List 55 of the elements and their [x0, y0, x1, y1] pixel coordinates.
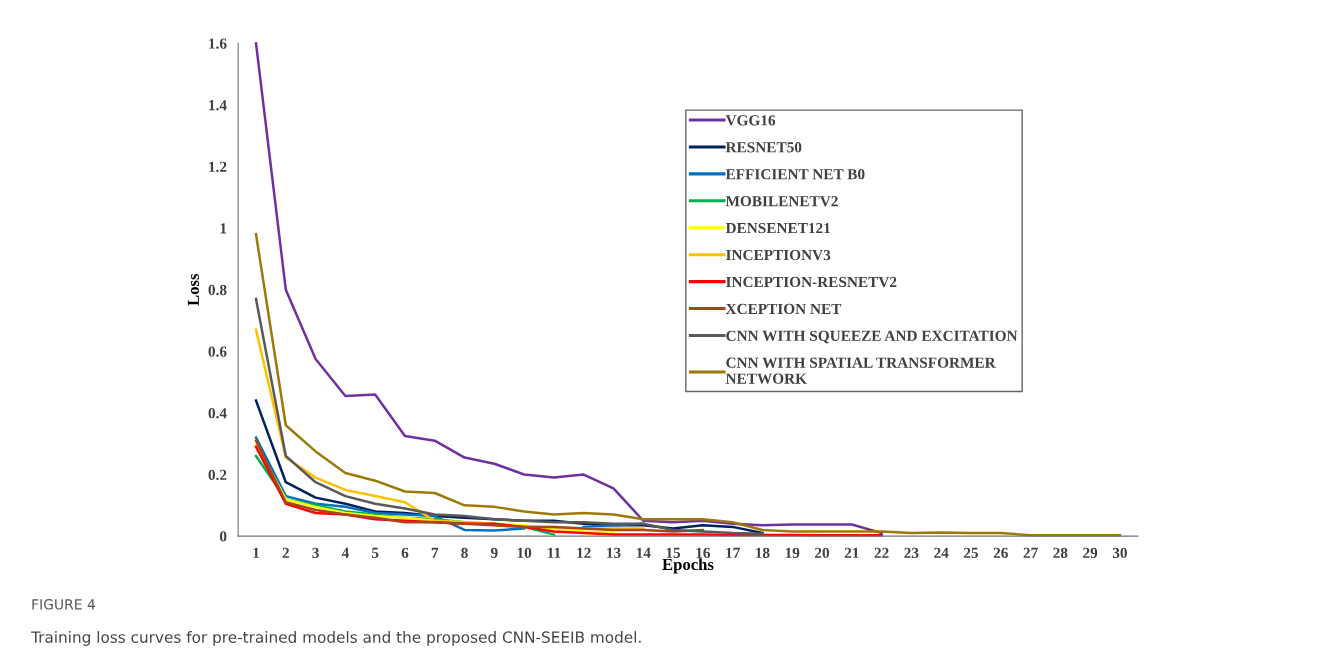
y-tick-label: 0.2 [208, 469, 227, 481]
x-tick-label: 6 [401, 547, 409, 558]
x-tick-label: 22 [874, 547, 889, 558]
x-tick-label: 29 [1083, 547, 1098, 558]
line-series [254, 233, 1122, 537]
y-tick-label: 1.2 [209, 161, 227, 173]
x-tick-label: 28 [1053, 547, 1068, 558]
x-tick-label: 11 [547, 547, 561, 558]
legend-label: EFFICIENT NET B0 [725, 169, 865, 180]
y-tick-label: 0.8 [208, 284, 227, 296]
y-tick-label: 1 [220, 223, 227, 234]
y-axis-title: Loss [187, 273, 199, 306]
x-tick-label: 26 [993, 547, 1008, 558]
legend-label: VGG16 [725, 115, 776, 126]
x-tick-label: 19 [785, 547, 800, 558]
x-tick-label: 9 [490, 547, 498, 558]
text: Training loss curves for pre-trained models and the proposed CNN-SEEIB model. [31, 631, 641, 646]
x-tick-label: 12 [577, 547, 591, 558]
x-tick-label: 13 [607, 547, 621, 558]
x-tick-label: 3 [312, 547, 319, 558]
x-tick-label: 10 [517, 547, 532, 558]
x-tick-label: 27 [1023, 547, 1038, 558]
legend-label: MOBILENETV2 [725, 196, 838, 207]
x-tick-label: 8 [461, 547, 468, 558]
x-tick-label: 24 [934, 547, 949, 558]
y-tick-label: 0.4 [208, 408, 227, 419]
caption: FIGURE 4 [32, 599, 95, 610]
line-series [254, 439, 705, 533]
legend-label: RESNET50 [725, 142, 802, 153]
x-tick-label: 1 [253, 547, 260, 558]
y-tick-label: 0 [219, 531, 227, 542]
legend-label: CNN WITH SQUEEZE AND EXCITATION [726, 330, 1018, 344]
y-tick-label: 1.4 [209, 100, 227, 111]
x-tick-label: 14 [636, 547, 651, 558]
x-tick-label: 20 [815, 547, 830, 558]
x-tick-label: 25 [963, 547, 979, 558]
x-tick-label: 18 [756, 547, 770, 558]
x-tick-label: 7 [431, 547, 439, 558]
x-tick-label: 30 [1112, 547, 1127, 558]
x-tick-label: 21 [844, 547, 859, 558]
legend-label: INCEPTION-RESNETV2 [726, 276, 897, 288]
legend-label: DENSENET121 [725, 222, 831, 234]
x-tick-label: 23 [904, 547, 919, 558]
x-tick-label: 5 [371, 547, 379, 558]
legend-label: CNN WITH SPATIAL TRANSFORMER NETWORK [725, 357, 996, 384]
legend-label: INCEPTIONV3 [726, 249, 831, 261]
x-axis-title: Epochs [662, 558, 714, 574]
x-tick-label: 16 [696, 547, 711, 558]
x-tick-label: 17 [726, 547, 740, 558]
x-tick-label: 2 [282, 547, 289, 558]
x-tick-label: 4 [341, 547, 349, 558]
y-tick-label: 1.6 [209, 38, 227, 49]
x-tick-label: 15 [666, 547, 681, 558]
legend-label: XCEPTION NET [725, 303, 842, 315]
y-tick-label: 0.6 [208, 346, 227, 357]
